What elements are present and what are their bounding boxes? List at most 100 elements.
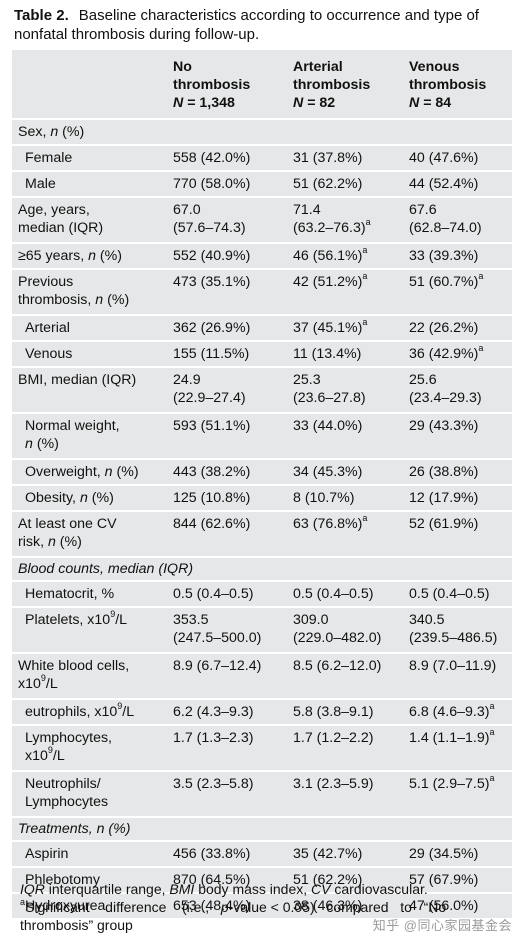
baseline-table: No thrombosis N = 1,348 Arterial thrombo… [12, 50, 512, 920]
row-value: 8.5 (6.2–12.0) [293, 658, 382, 674]
table-row: Treatments, n (%) [12, 818, 512, 842]
row-value: 37 (45.1%)a [293, 317, 368, 336]
table-row: Hematocrit, % 0.5 (0.4–0.5) 0.5 (0.4–0.5) 0… [12, 582, 512, 608]
row-label: Blood counts, median (IQR) [18, 561, 194, 577]
row-value: 24.9 (22.9–27.4) [173, 372, 246, 406]
row-value: 71.4 (63.2–76.3)a [293, 202, 371, 236]
row-value: 29 (43.3%) [409, 418, 479, 434]
row-label: eutrophils, x109/L [25, 701, 135, 720]
row-value: 12 (17.9%) [409, 490, 479, 506]
watermark: 知乎 @同心家园基金会 [372, 918, 512, 933]
row-value: 8 (10.7%) [293, 490, 355, 506]
table-row: Platelets, x109/L 353.5 (247.5–500.0) 309.0… [12, 608, 512, 654]
row-value: 46 (56.1%)a [293, 245, 368, 264]
row-value: 22 (26.2%) [409, 320, 479, 336]
row-value: 47 (56.0%) [409, 898, 479, 914]
row-value: 34 (45.3%) [293, 464, 363, 480]
row-value: 31 (37.8%) [293, 150, 363, 166]
row-value: 40 (47.6%) [409, 150, 479, 166]
row-value: 456 (33.8%) [173, 846, 251, 862]
table-row: Sex, n (%) [12, 120, 512, 146]
row-value: 29 (34.5%) [409, 846, 479, 862]
row-value: 25.6 (23.4–29.3) [409, 372, 482, 406]
footnote-abbreviations: IQR interquartile range, BMI body mass i… [20, 881, 428, 897]
row-value: 8.9 (6.7–12.4) [173, 658, 262, 674]
row-value: 38 (46.3%) [293, 898, 363, 914]
header-no-thrombosis: No thrombosis N = 1,348 [173, 59, 251, 111]
row-value: 67.0 (57.6–74.3) [173, 202, 246, 236]
row-value: 3.1 (2.3–5.9) [293, 776, 374, 792]
row-label: Hydroxyurea [25, 898, 106, 914]
row-label: Sex, n (%) [18, 124, 85, 140]
row-value: 5.8 (3.8–9.1) [293, 704, 374, 720]
row-value: 443 (38.2%) [173, 464, 251, 480]
table-row: Phlebotomy 870 (64.5%) 51 (62.2%) 57 (67.9%… [12, 868, 512, 894]
row-value: 35 (42.7%) [293, 846, 363, 862]
table-row: Overweight, n (%) 443 (38.2%) 34 (45.3%) 26… [12, 460, 512, 486]
row-value: 51 (60.7%)a [409, 271, 484, 290]
header-n: N = 1,348 [173, 95, 235, 111]
table-row: Normal weight, n (%) 593 (51.1%) 33 (44.0%)… [12, 414, 512, 460]
row-value: 552 (40.9%) [173, 248, 251, 264]
row-label: Normal weight, n (%) [25, 418, 120, 452]
row-label: Lymphocytes, x109/L [25, 730, 113, 764]
row-value: 844 (62.6%) [173, 516, 251, 532]
row-value: 1.7 (1.3–2.3) [173, 730, 254, 746]
table-footnotes: IQR interquartile range, BMI body mass i… [20, 880, 514, 934]
row-value: 340.5 (239.5–486.5) [409, 612, 498, 646]
row-value: 33 (39.3%) [409, 248, 479, 264]
row-value: 125 (10.8%) [173, 490, 251, 506]
row-label: White blood cells, x109/L [18, 658, 130, 692]
caption-text: Baseline characteristics according to oc… [14, 7, 479, 43]
table-row: Blood counts, median (IQR) [12, 558, 512, 582]
header-venous-thrombosis: Venous thrombosis N = 84 [409, 59, 487, 111]
footnote-significance: aSignificant difference (i.e., p-value <… [20, 897, 447, 915]
table-header: No thrombosis N = 1,348 Arterial thrombo… [12, 50, 512, 120]
row-value: 353.5 (247.5–500.0) [173, 612, 262, 646]
row-value: 11 (13.4%) [293, 346, 362, 362]
row-value: 44 (52.4%) [409, 176, 479, 192]
row-value: 3.5 (2.3–5.8) [173, 776, 254, 792]
footnote-significance-cont: thrombosis” group [20, 917, 133, 933]
row-label: At least one CV risk, n (%) [18, 516, 117, 550]
row-label: Aspirin [25, 846, 69, 862]
row-label: Venous [25, 346, 73, 362]
header-arterial-thrombosis: Arterial thrombosis N = 82 [293, 59, 371, 111]
row-value: 0.5 (0.4–0.5) [293, 586, 374, 602]
table-row: ≥65 years, n (%) 552 (40.9%) 46 (56.1%)a 33… [12, 244, 512, 270]
row-label: Female [25, 150, 73, 166]
row-value: 309.0 (229.0–482.0) [293, 612, 382, 646]
table-row: Hydroxyurea 653 (48.4%) 38 (46.3%) 47 (56.0… [12, 894, 512, 920]
row-value: 25.3 (23.6–27.8) [293, 372, 366, 406]
row-value: 67.6 (62.8–74.0) [409, 202, 482, 236]
row-value: 57 (67.9%) [409, 872, 479, 888]
table-row: Female 558 (42.0%) 31 (37.8%) 40 (47.6%) [12, 146, 512, 172]
row-value: 42 (51.2%)a [293, 271, 368, 290]
header-n: N = 82 [293, 95, 336, 111]
table-row: At least one CV risk, n (%) 844 (62.6%) 63 … [12, 512, 512, 558]
table-row: BMI, median (IQR) 24.9 (22.9–27.4) 25.3 (23.… [12, 368, 512, 414]
table-row: Male 770 (58.0%) 51 (62.2%) 44 (52.4%) [12, 172, 512, 198]
row-label: ≥65 years, n (%) [18, 248, 122, 264]
row-value: 155 (11.5%) [173, 346, 250, 362]
row-value: 26 (38.8%) [409, 464, 479, 480]
row-value: 51 (62.2%) [293, 872, 363, 888]
row-value: 5.1 (2.9–7.5)a [409, 773, 495, 792]
row-label: Age, years, median (IQR) [18, 202, 104, 236]
row-value: 473 (35.1%) [173, 274, 251, 290]
row-label: BMI, median (IQR) [18, 372, 137, 388]
row-label: Overweight, n (%) [25, 464, 139, 480]
row-label: Arterial [25, 320, 70, 336]
table-row: Obesity, n (%) 125 (10.8%) 8 (10.7%) 12 (17… [12, 486, 512, 512]
table-caption: Table 2. Baseline characteristics accordi… [14, 6, 514, 44]
row-value: 51 (62.2%) [293, 176, 363, 192]
row-value: 6.8 (4.6–9.3)a [409, 701, 495, 720]
table-row: White blood cells, x109/L 8.9 (6.7–12.4) 8.… [12, 654, 512, 700]
row-label: Phlebotomy [25, 872, 100, 888]
row-label: Obesity, n (%) [25, 490, 114, 506]
table-row: Age, years, median (IQR) 67.0 (57.6–74.3) 71… [12, 198, 512, 244]
table-row: Venous 155 (11.5%) 11 (13.4%) 36 (42.9%)a [12, 342, 512, 368]
table-row: Lymphocytes, x109/L 1.7 (1.3–2.3) 1.7 (1.2–… [12, 726, 512, 772]
caption-label: Table 2. [14, 7, 69, 24]
